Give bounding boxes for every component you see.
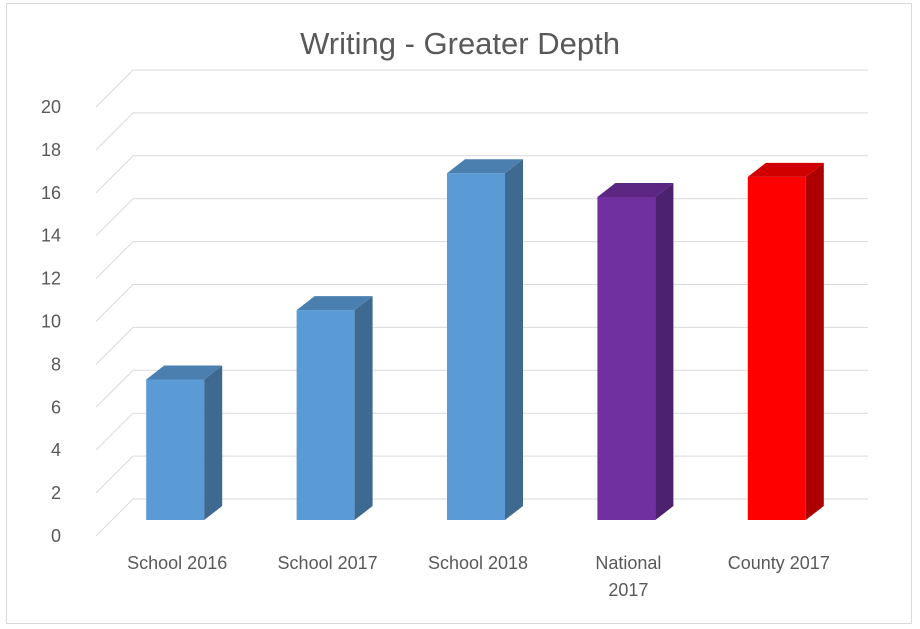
gridline-diagonal — [95, 455, 134, 494]
gridline-diagonal — [95, 327, 134, 365]
bar-side — [354, 296, 373, 520]
y-tick-label: 20 — [41, 97, 61, 117]
bar-top — [447, 159, 523, 174]
bar — [447, 173, 505, 520]
gridline-diagonal — [95, 155, 134, 194]
bar — [146, 379, 205, 520]
y-tick-label: 0 — [51, 526, 61, 546]
chart-title: Writing - Greater Depth — [300, 26, 620, 61]
bar-side — [204, 365, 223, 520]
bar-top — [747, 162, 824, 177]
gridline-diagonal — [95, 241, 134, 279]
x-tick-label: County 2017 — [728, 553, 830, 573]
bar — [296, 310, 355, 520]
bar-top — [296, 296, 373, 311]
gridline-diagonal — [95, 198, 134, 237]
x-tick-label: School 2016 — [127, 553, 227, 573]
y-tick-label: 6 — [51, 397, 61, 417]
bar-side — [505, 159, 523, 520]
x-tick-label: 2017 — [608, 580, 648, 600]
gridline-diagonal — [95, 498, 134, 537]
y-tick-label: 2 — [51, 483, 61, 503]
y-tick-label: 16 — [41, 183, 61, 203]
x-tick-label: National — [595, 553, 661, 573]
x-tick-label: School 2017 — [278, 553, 378, 573]
y-tick-label: 4 — [51, 440, 61, 460]
bar — [597, 196, 656, 520]
gridline-diagonal — [95, 112, 134, 151]
y-tick-label: 18 — [41, 140, 61, 160]
gridline-diagonal — [95, 284, 134, 322]
y-tick-label: 8 — [51, 354, 61, 374]
gridline-diagonal — [95, 69, 134, 108]
bar-side — [805, 162, 824, 520]
bar — [747, 176, 806, 520]
x-tick-label: School 2018 — [428, 553, 528, 573]
bar-top — [146, 365, 223, 380]
bar-top — [597, 182, 674, 197]
bar-side — [655, 182, 674, 520]
y-tick-label: 14 — [41, 226, 61, 246]
y-tick-label: 12 — [41, 269, 61, 289]
y-tick-label: 10 — [41, 312, 61, 332]
gridline-diagonal — [95, 369, 134, 408]
gridline-diagonal — [95, 412, 134, 451]
